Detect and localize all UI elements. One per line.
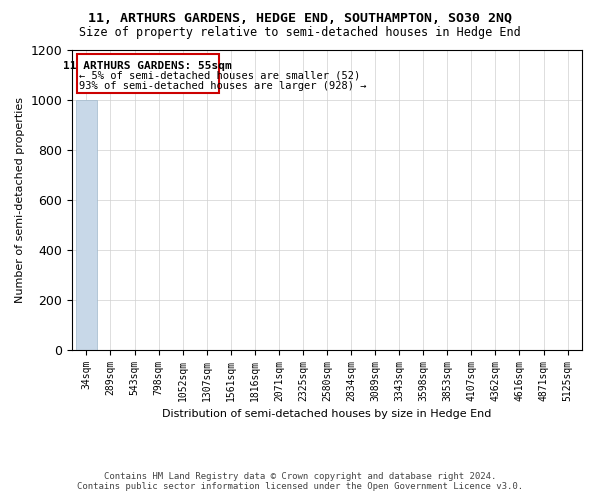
Text: 93% of semi-detached houses are larger (928) →: 93% of semi-detached houses are larger (…	[79, 81, 367, 91]
Text: ← 5% of semi-detached houses are smaller (52): ← 5% of semi-detached houses are smaller…	[79, 70, 361, 80]
X-axis label: Distribution of semi-detached houses by size in Hedge End: Distribution of semi-detached houses by …	[163, 409, 491, 419]
Y-axis label: Number of semi-detached properties: Number of semi-detached properties	[15, 97, 25, 303]
Text: 11 ARTHURS GARDENS: 55sqm: 11 ARTHURS GARDENS: 55sqm	[64, 61, 232, 71]
Text: 11, ARTHURS GARDENS, HEDGE END, SOUTHAMPTON, SO30 2NQ: 11, ARTHURS GARDENS, HEDGE END, SOUTHAMP…	[88, 12, 512, 26]
Bar	[76, 100, 97, 350]
Text: Contains HM Land Registry data © Crown copyright and database right 2024.
Contai: Contains HM Land Registry data © Crown c…	[77, 472, 523, 491]
FancyBboxPatch shape	[77, 54, 219, 92]
Text: Size of property relative to semi-detached houses in Hedge End: Size of property relative to semi-detach…	[79, 26, 521, 39]
